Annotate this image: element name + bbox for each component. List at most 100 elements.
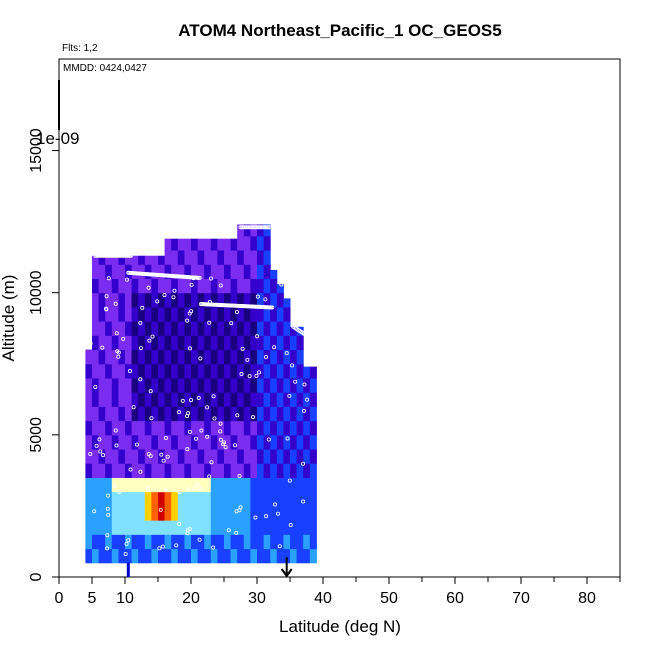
- heatmap-cell: [177, 449, 185, 464]
- heatmap-cell: [144, 548, 152, 564]
- heatmap-cell: [276, 377, 284, 393]
- heatmap-cell: [184, 349, 192, 365]
- heatmap-cell: [138, 434, 146, 450]
- sample-point: [100, 345, 105, 350]
- sample-point: [237, 474, 242, 479]
- heatmap-cell: [151, 335, 159, 351]
- heatmap-cell: [118, 363, 126, 379]
- heatmap-cell: [105, 477, 113, 493]
- heatmap-cell: [217, 420, 225, 436]
- heatmap-cell: [210, 278, 218, 294]
- sample-point: [205, 405, 210, 410]
- heatmap-cell: [230, 264, 238, 279]
- heatmap-cell: [290, 534, 298, 550]
- sample-point: [242, 225, 247, 230]
- sample-point: [155, 299, 160, 304]
- heatmap-cell: [263, 477, 271, 493]
- heatmap-cell: [111, 491, 119, 507]
- heatmap-cell: [197, 491, 205, 507]
- heatmap-cell: [177, 420, 185, 436]
- sample-point: [287, 393, 292, 398]
- heatmap-cell: [210, 250, 218, 265]
- heatmap-cell: [197, 449, 205, 464]
- heatmap-cell: [177, 548, 185, 564]
- heatmap-cell: [210, 548, 218, 564]
- heatmap-cell: [158, 520, 166, 535]
- heatmap-cell: [243, 548, 251, 564]
- x-axis: 0 5 10 20 30 40 50 60 70 80: [55, 577, 621, 607]
- heatmap-cell: [270, 406, 278, 422]
- sample-point: [127, 369, 132, 374]
- heatmap-cell: [210, 335, 218, 351]
- heatmap-cell: [237, 420, 245, 436]
- heatmap-cell: [276, 449, 284, 464]
- sample-point: [187, 346, 192, 351]
- heatmap-cell: [171, 363, 179, 379]
- sample-point: [297, 282, 302, 287]
- sample-point: [160, 544, 165, 549]
- heatmap-cell: [290, 548, 298, 564]
- heatmap-cell: [171, 420, 179, 436]
- heatmap-cell: [276, 505, 284, 521]
- heatmap-cell: [257, 392, 265, 407]
- sample-point: [207, 320, 212, 325]
- heatmap-cell: [243, 321, 251, 336]
- sample-point: [138, 377, 143, 382]
- heatmap-cell: [85, 463, 93, 478]
- heatmap-cell: [296, 335, 304, 351]
- heatmap-cell: [243, 363, 251, 379]
- heatmap-cell: [191, 238, 199, 251]
- heatmap-cell: [230, 278, 238, 294]
- heatmap-cell: [263, 491, 271, 507]
- heatmap-cell: [210, 306, 218, 322]
- heatmap-cell: [243, 520, 251, 535]
- heatmap-cell: [158, 349, 166, 365]
- heatmap-cell: [98, 255, 106, 265]
- heatmap-cell: [296, 520, 304, 535]
- heatmap-cell: [270, 335, 278, 351]
- heatmap-cell: [177, 349, 185, 365]
- heatmap-cell: [303, 392, 311, 407]
- heatmap-cell: [105, 463, 113, 478]
- sample-point: [88, 341, 93, 346]
- heatmap-cell: [237, 406, 245, 422]
- sample-point: [157, 546, 162, 551]
- heatmap-cell: [125, 377, 133, 393]
- sample-point: [253, 515, 258, 520]
- heatmap-cell: [118, 321, 126, 336]
- heatmap-cell: [250, 235, 258, 251]
- heatmap-cell: [230, 434, 238, 450]
- heatmap-cell: [92, 420, 100, 436]
- x-tick-label: 60: [446, 590, 464, 607]
- heatmap-cell: [105, 548, 113, 564]
- color-scale-label: 1e-09: [36, 129, 79, 148]
- heatmap-cell: [92, 491, 100, 507]
- sample-point: [249, 225, 254, 230]
- heatmap-cell: [197, 477, 205, 493]
- sample-point: [304, 397, 309, 402]
- heatmap-cell: [191, 392, 199, 407]
- heatmap-cell: [177, 250, 185, 265]
- heatmap-cell: [263, 335, 271, 351]
- heatmap-cell: [138, 520, 146, 535]
- heatmap-cell: [111, 306, 119, 322]
- heatmap-cell: [224, 406, 232, 422]
- heatmap-cell: [237, 235, 245, 251]
- heatmap-cell: [210, 406, 218, 422]
- heatmap-cell: [217, 392, 225, 407]
- sample-point: [263, 225, 268, 230]
- heatmap-cell: [164, 420, 172, 436]
- heatmap-cell: [217, 548, 225, 564]
- heatmap-cell: [164, 306, 172, 322]
- heatmap-cell: [309, 477, 317, 493]
- heatmap-cell: [151, 306, 159, 322]
- heatmap-cell: [224, 505, 232, 521]
- heatmap-cell: [283, 363, 291, 379]
- heatmap-cell: [138, 491, 146, 507]
- sample-point: [247, 225, 252, 230]
- heatmap-cell: [283, 491, 291, 507]
- x-tick-label: 70: [512, 590, 530, 607]
- sample-point: [266, 225, 271, 230]
- sample-point: [263, 297, 268, 302]
- sample-point: [262, 225, 267, 230]
